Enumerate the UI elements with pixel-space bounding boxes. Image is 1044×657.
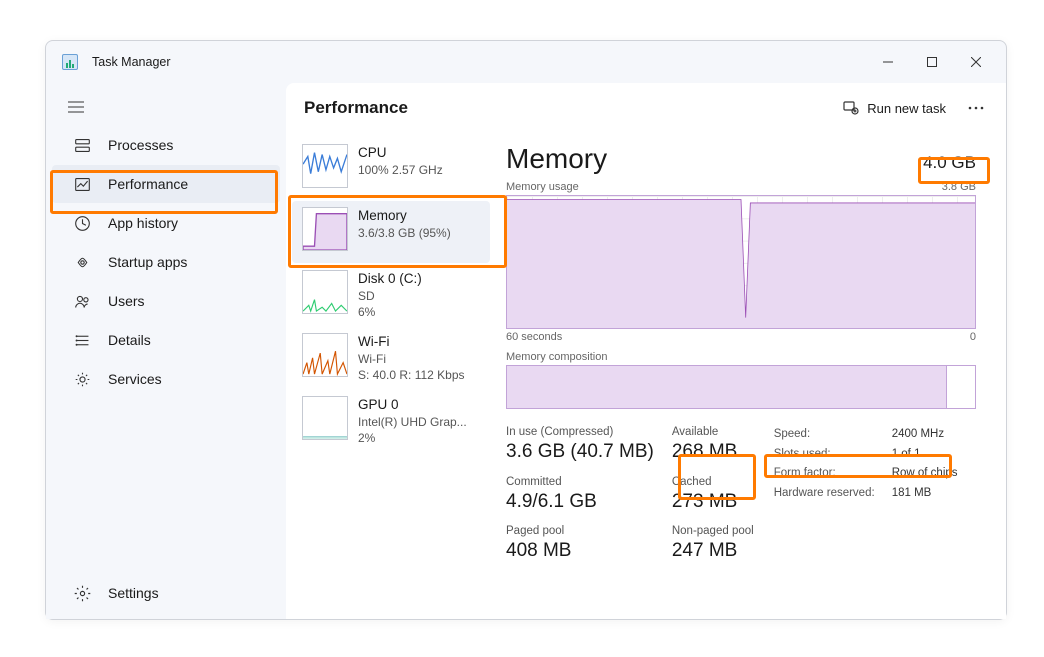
run-task-icon	[843, 100, 859, 116]
maximize-button[interactable]	[910, 47, 954, 77]
spec-value: 181 MB	[892, 484, 932, 504]
sidebar-item-performance[interactable]: Performance	[52, 165, 280, 203]
spec-value: 2400 MHz	[892, 425, 944, 445]
memory-usage-chart	[506, 195, 976, 329]
perf-item-name: Memory	[358, 207, 486, 225]
gear-icon	[72, 583, 92, 603]
stat-label-paged: Paged pool	[506, 524, 654, 539]
sidebar-item-label: Performance	[108, 176, 188, 192]
spec-row: Hardware reserved:181 MB	[774, 484, 958, 504]
stat-label-inuse: In use (Compressed)	[506, 425, 654, 440]
perf-item-disk-0-c-[interactable]: Disk 0 (C:)SD6%	[292, 264, 490, 326]
run-new-task-label: Run new task	[867, 101, 946, 116]
sidebar-item-label: Startup apps	[108, 254, 187, 270]
performance-icon	[72, 174, 92, 194]
chart-ymax: 3.8 GB	[942, 181, 976, 193]
spec-value: 1 of 1	[892, 445, 921, 465]
sidebar-item-label: Settings	[108, 585, 159, 601]
main-panel: Performance Run new task CPU100% 2.57 GH…	[286, 83, 1006, 619]
sidebar-item-label: Processes	[108, 137, 173, 153]
window-title: Task Manager	[92, 55, 171, 69]
more-options-button[interactable]	[960, 92, 992, 124]
stat-value-available: 268 MB	[672, 440, 754, 465]
spec-key: Speed:	[774, 425, 892, 445]
stat-value-cached: 273 MB	[672, 490, 754, 515]
perf-item-memory[interactable]: Memory3.6/3.8 GB (95%)	[292, 201, 490, 263]
perf-item-name: Disk 0 (C:)	[358, 270, 486, 288]
stat-label-cached: Cached	[672, 475, 754, 490]
detail-title: Memory	[506, 143, 607, 175]
minimize-button[interactable]	[866, 47, 910, 77]
detail-capacity: 4.0 GB	[923, 153, 976, 173]
titlebar: Task Manager	[46, 41, 1006, 83]
spec-value: Row of chips	[892, 464, 958, 484]
spec-key: Form factor:	[774, 464, 892, 484]
perf-item-wi-fi[interactable]: Wi-FiWi-FiS: 40.0 R: 112 Kbps	[292, 327, 490, 389]
chart-x-right: 0	[970, 331, 976, 343]
stat-value-inuse: 3.6 GB (40.7 MB)	[506, 440, 654, 465]
stat-label-nonpaged: Non-paged pool	[672, 524, 754, 539]
performance-list: CPU100% 2.57 GHzMemory3.6/3.8 GB (95%)Di…	[286, 133, 492, 619]
sidebar: Processes Performance App history Startup a…	[46, 83, 286, 619]
sidebar-item-settings[interactable]: Settings	[52, 574, 280, 612]
perf-thumb	[302, 396, 348, 440]
sidebar-item-label: Users	[108, 293, 145, 309]
spec-key: Hardware reserved:	[774, 484, 892, 504]
chart-x-left: 60 seconds	[506, 331, 562, 343]
stat-value-nonpaged: 247 MB	[672, 539, 754, 564]
close-button[interactable]	[954, 47, 998, 77]
task-manager-window: Task Manager Processes Performance App his…	[45, 40, 1007, 620]
stat-label-committed: Committed	[506, 475, 654, 490]
spec-row: Speed:2400 MHz	[774, 425, 958, 445]
services-icon	[72, 369, 92, 389]
detail-panel: Memory 4.0 GB Memory usage 3.8 GB 60 sec…	[492, 133, 1006, 619]
perf-thumb	[302, 333, 348, 377]
stat-value-committed: 4.9/6.1 GB	[506, 490, 654, 515]
perf-thumb	[302, 207, 348, 251]
perf-item-name: GPU 0	[358, 396, 486, 414]
users-icon	[72, 291, 92, 311]
perf-thumb	[302, 144, 348, 188]
app-icon	[62, 54, 78, 70]
details-icon	[72, 330, 92, 350]
sidebar-item-services[interactable]: Services	[52, 360, 280, 398]
spec-key: Slots used:	[774, 445, 892, 465]
sidebar-item-app-history[interactable]: App history	[52, 204, 280, 242]
main-header: Performance Run new task	[286, 83, 1006, 133]
page-title: Performance	[304, 98, 835, 118]
perf-item-name: CPU	[358, 144, 486, 162]
sidebar-item-processes[interactable]: Processes	[52, 126, 280, 164]
perf-item-name: Wi-Fi	[358, 333, 486, 351]
startup-apps-icon	[72, 252, 92, 272]
spec-table: Speed:2400 MHzSlots used:1 of 1Form fact…	[774, 425, 958, 564]
chart-ylabel: Memory usage	[506, 181, 579, 193]
stat-label-available: Available	[672, 425, 754, 440]
perf-thumb	[302, 270, 348, 314]
run-new-task-button[interactable]: Run new task	[835, 96, 954, 120]
sidebar-item-startup-apps[interactable]: Startup apps	[52, 243, 280, 281]
sidebar-item-users[interactable]: Users	[52, 282, 280, 320]
processes-icon	[72, 135, 92, 155]
stat-value-paged: 408 MB	[506, 539, 654, 564]
sidebar-item-label: Details	[108, 332, 151, 348]
spec-row: Slots used:1 of 1	[774, 445, 958, 465]
memory-composition-bar	[506, 365, 976, 409]
spec-row: Form factor:Row of chips	[774, 464, 958, 484]
sidebar-item-label: Services	[108, 371, 162, 387]
sidebar-item-label: App history	[108, 215, 178, 231]
hamburger-button[interactable]	[56, 89, 96, 125]
perf-item-cpu[interactable]: CPU100% 2.57 GHz	[292, 138, 490, 200]
sidebar-item-details[interactable]: Details	[52, 321, 280, 359]
app-history-icon	[72, 213, 92, 233]
perf-item-gpu-0[interactable]: GPU 0Intel(R) UHD Grap...2%	[292, 390, 490, 452]
composition-label: Memory composition	[506, 351, 976, 363]
